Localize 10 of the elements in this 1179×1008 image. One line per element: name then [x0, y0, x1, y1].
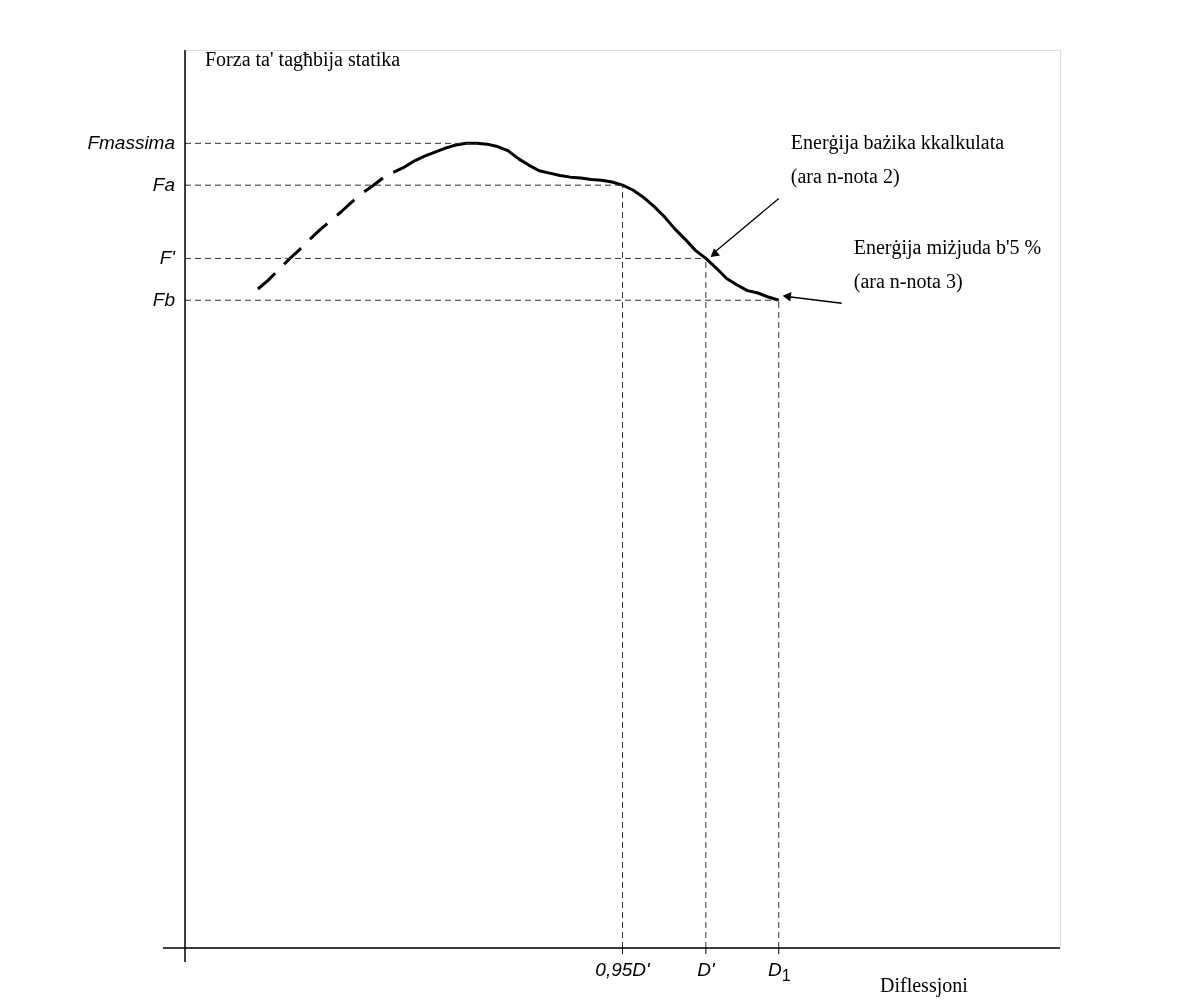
x-axis-title: Diflessjoni	[880, 974, 969, 997]
annotation: Enerġija miżjuda b'5 % (ara n-nota 3)	[853, 236, 1042, 294]
ref-line-label: F'	[159, 247, 177, 269]
annotation: Enerġija bażika kkalkulata (ara n-nota 2)	[790, 131, 1005, 189]
ref-line-label: Fmassima	[87, 132, 175, 154]
x-tick-label: D'	[697, 959, 716, 980]
x-tick-label: 0,95D'	[595, 959, 652, 980]
ref-line-label: Fb	[152, 289, 175, 311]
y-axis-title: Forza ta' tagħbija statika	[205, 48, 401, 71]
ref-line-label: Fa	[152, 174, 175, 196]
